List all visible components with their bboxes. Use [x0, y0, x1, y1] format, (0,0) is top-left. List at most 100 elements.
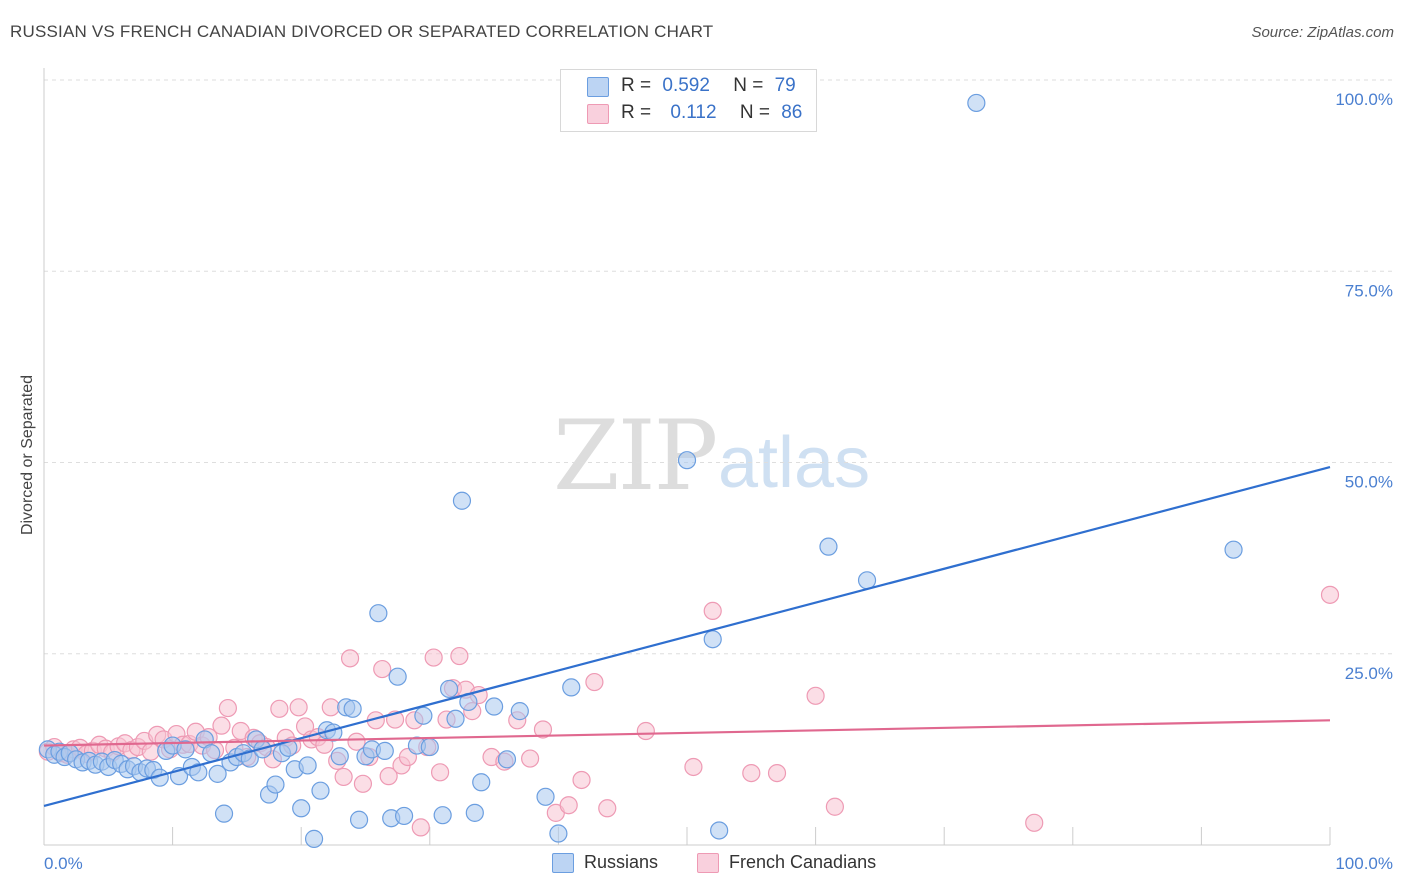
russians-point [439, 679, 459, 699]
russians-point [485, 697, 504, 716]
russians-point [214, 804, 234, 823]
x-tick-label-0: 0.0% [44, 854, 83, 873]
legend-french-n-label: N = [739, 102, 770, 123]
y-tick-label-100: 100.0% [1335, 90, 1393, 109]
french-point [212, 716, 231, 735]
y-tick-label-75: 75.0% [1345, 281, 1393, 300]
french-point [585, 672, 604, 692]
legend-french-n-value: 86 [781, 102, 803, 123]
y-tick-label-50: 50.0% [1345, 473, 1393, 492]
french-point [559, 796, 578, 815]
russians-point [176, 740, 195, 759]
french-trend-line [43, 719, 1331, 747]
russians-trend-line [43, 466, 1331, 808]
russians-swatch [587, 77, 609, 97]
french-point [424, 648, 443, 667]
russians-point [562, 678, 581, 697]
french-legend-swatch [697, 853, 719, 873]
russians-legend-swatch [552, 853, 574, 873]
legend-french-text: R = 0.112 N = 86 [621, 102, 802, 124]
french-point [533, 720, 553, 739]
french-point [1025, 813, 1044, 832]
french-point [141, 742, 160, 761]
french-point [450, 646, 469, 666]
russians-point [677, 451, 697, 470]
french-point [742, 763, 761, 783]
russians-point [857, 571, 877, 590]
tick-labels: 25.0% 50.0% 75.0% 100.0% 0.0% 100.0% [44, 90, 1393, 873]
russians-point [497, 750, 517, 769]
russians-point [298, 756, 317, 775]
axes [43, 68, 1331, 846]
russians-point [388, 667, 407, 686]
legend-french-r-label: R = [621, 102, 652, 123]
russians-point [465, 803, 484, 822]
russians-point [324, 723, 343, 742]
russians-point [330, 747, 349, 766]
french-point [572, 770, 591, 790]
french-legend-label: French Canadians [729, 852, 877, 872]
russians-point [703, 630, 722, 649]
french-canadians-points [38, 585, 1340, 837]
french-point [321, 698, 340, 717]
russians-point [343, 699, 362, 718]
french-point [636, 721, 655, 741]
russians-point [710, 821, 729, 840]
chart-title: RUSSIAN VS FRENCH CANADIAN DIVORCED OR S… [10, 22, 714, 41]
russians-point [304, 829, 324, 848]
russians-point [446, 709, 465, 728]
russians-point [189, 763, 208, 782]
russians-point [1224, 540, 1243, 559]
russians-point [202, 744, 221, 763]
russians-point [240, 749, 259, 768]
russians-legend-label: Russians [584, 852, 659, 872]
french-point [353, 774, 373, 793]
russians-point [311, 781, 330, 800]
french-point [289, 698, 308, 717]
french-point [270, 699, 289, 718]
trend-lines [43, 466, 1331, 808]
french-swatch [587, 104, 609, 124]
russians-point [549, 824, 568, 843]
french-point [411, 818, 430, 837]
russians-point [433, 806, 452, 825]
french-point [684, 757, 703, 777]
russians-point [967, 93, 986, 113]
russians-point [266, 775, 285, 794]
legend-french-r-value: 0.112 [670, 102, 717, 123]
correlation-legend: R = 0.592 N = 79 R = 0.112 N = 86 [560, 69, 817, 132]
french-point [521, 749, 540, 768]
legend-russians-text: R = 0.592 N = 79 [621, 75, 796, 97]
russians-point [510, 702, 529, 721]
french-point [218, 698, 237, 718]
x-tick-label-100: 100.0% [1335, 854, 1393, 873]
russians-point [375, 741, 394, 761]
y-tick-label-25: 25.0% [1345, 664, 1393, 683]
russians-point [394, 806, 414, 826]
russians-point [208, 764, 227, 783]
russians-point [349, 810, 369, 829]
legend-russians-r-value: 0.592 [662, 75, 710, 96]
french-point [340, 649, 360, 668]
legend-russians-n-label: N = [733, 75, 764, 96]
french-point [373, 659, 392, 679]
source-label: Source: ZipAtlas.com [1251, 24, 1394, 41]
russians-point [452, 491, 472, 510]
french-point [334, 767, 353, 787]
french-point [379, 767, 398, 786]
legend-russians-r-label: R = [621, 75, 652, 96]
french-point [430, 763, 450, 782]
french-point [806, 686, 825, 705]
russians-point [420, 737, 439, 757]
russians-point [292, 799, 311, 818]
french-point [703, 601, 722, 621]
russians-point [369, 604, 388, 623]
legend-russians-n-value: 79 [774, 75, 796, 96]
french-point [767, 763, 787, 783]
russians-point [414, 706, 433, 725]
french-point [1320, 585, 1340, 604]
russians-point [472, 773, 491, 792]
russians-point [819, 537, 838, 556]
french-point [347, 732, 366, 751]
